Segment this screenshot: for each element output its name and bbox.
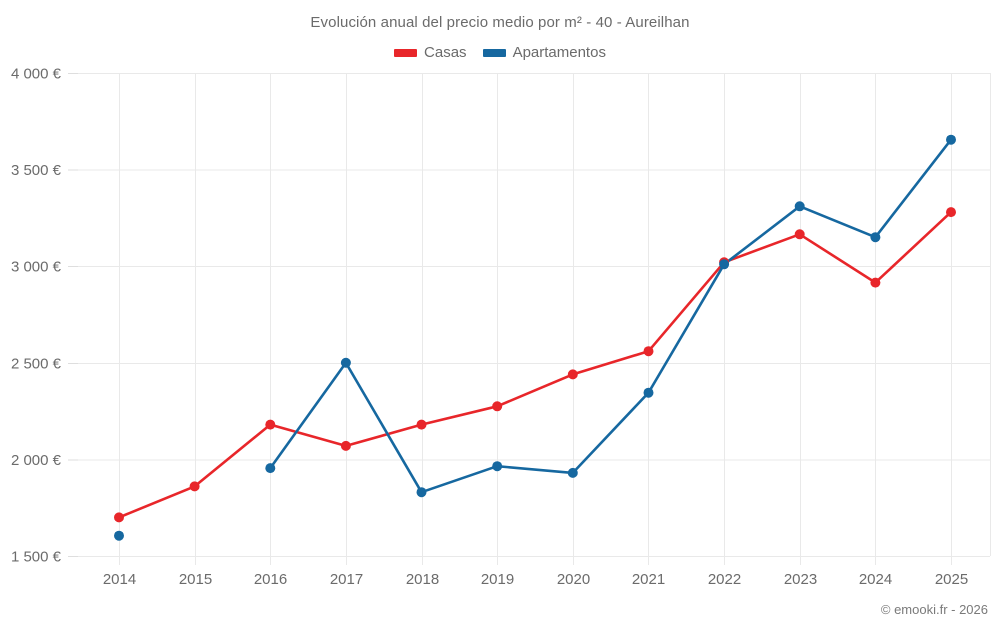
data-point[interactable] — [189, 481, 200, 492]
data-point[interactable] — [492, 461, 503, 472]
x-axis-tick-label: 2021 — [632, 571, 665, 588]
y-axis-tick-label: 4 000 € — [11, 66, 62, 83]
x-axis-tick-label: 2024 — [859, 571, 892, 588]
data-point[interactable] — [340, 357, 351, 368]
data-point[interactable] — [870, 277, 881, 288]
y-axis-tick-label: 3 500 € — [11, 162, 62, 179]
x-axis-tick-label: 2019 — [481, 571, 514, 588]
y-axis-tick-label: 2 000 € — [11, 452, 62, 469]
data-point[interactable] — [416, 487, 427, 498]
grid-horizontal — [68, 73, 990, 557]
data-point[interactable] — [567, 467, 578, 478]
legend-item-apartamentos[interactable]: Apartamentos — [482, 44, 606, 61]
x-axis-labels: 2014 2015 2016 2017 2018 2019 2020 2021 2022 2023… — [103, 571, 968, 588]
data-point[interactable] — [416, 419, 427, 430]
data-point[interactable] — [870, 232, 881, 243]
y-axis-labels: 1 500 € 2 000 € 2 500 € 3 000 € 3 500 € 4 000… — [11, 66, 62, 566]
data-point[interactable] — [265, 419, 276, 430]
data-point[interactable] — [643, 387, 654, 398]
data-point[interactable] — [794, 229, 805, 240]
data-point[interactable] — [492, 401, 503, 412]
y-axis-tick-label: 1 500 € — [11, 549, 62, 566]
data-point[interactable] — [643, 346, 654, 357]
series-line-casas — [117, 210, 953, 519]
x-axis-tick-label: 2017 — [330, 571, 363, 588]
data-point[interactable] — [340, 440, 351, 451]
data-point[interactable] — [114, 512, 124, 523]
data-point[interactable] — [265, 463, 276, 474]
x-axis-tick-label: 2025 — [935, 571, 968, 588]
legend-label-casas: Casas — [424, 44, 467, 61]
footer-credit: © emooki.fr - 2026 — [880, 602, 988, 617]
legend-label-apartamentos: Apartamentos — [512, 44, 606, 61]
x-axis-tick-label: 2015 — [179, 571, 212, 588]
data-point[interactable] — [719, 259, 730, 270]
data-point[interactable] — [794, 201, 805, 212]
y-axis-tick-label: 2 500 € — [11, 355, 62, 372]
data-point[interactable] — [114, 530, 124, 541]
grid-vertical — [119, 73, 991, 565]
legend-swatch-casas — [394, 48, 418, 57]
y-axis-tick-label: 3 000 € — [11, 259, 62, 276]
x-axis-tick-label: 2018 — [406, 571, 439, 588]
x-axis-tick-label: 2022 — [708, 571, 741, 588]
legend-item-casas[interactable]: Casas — [394, 44, 467, 61]
x-axis-tick-label: 2023 — [784, 571, 817, 588]
series-markers — [114, 134, 956, 541]
legend-swatch-apartamentos — [482, 48, 506, 57]
x-axis-tick-label: 2014 — [103, 571, 136, 588]
chart-title: Evolución anual del precio medio por m² … — [310, 14, 690, 31]
data-point[interactable] — [567, 369, 578, 380]
series-lines — [117, 138, 953, 519]
data-point[interactable] — [946, 134, 956, 145]
x-axis-tick-label: 2020 — [557, 571, 590, 588]
chart-legend: Casas Apartamentos — [0, 44, 1000, 61]
x-axis-tick-label: 2016 — [254, 571, 287, 588]
series-line-apartamentos — [268, 138, 953, 494]
data-point[interactable] — [946, 207, 956, 218]
